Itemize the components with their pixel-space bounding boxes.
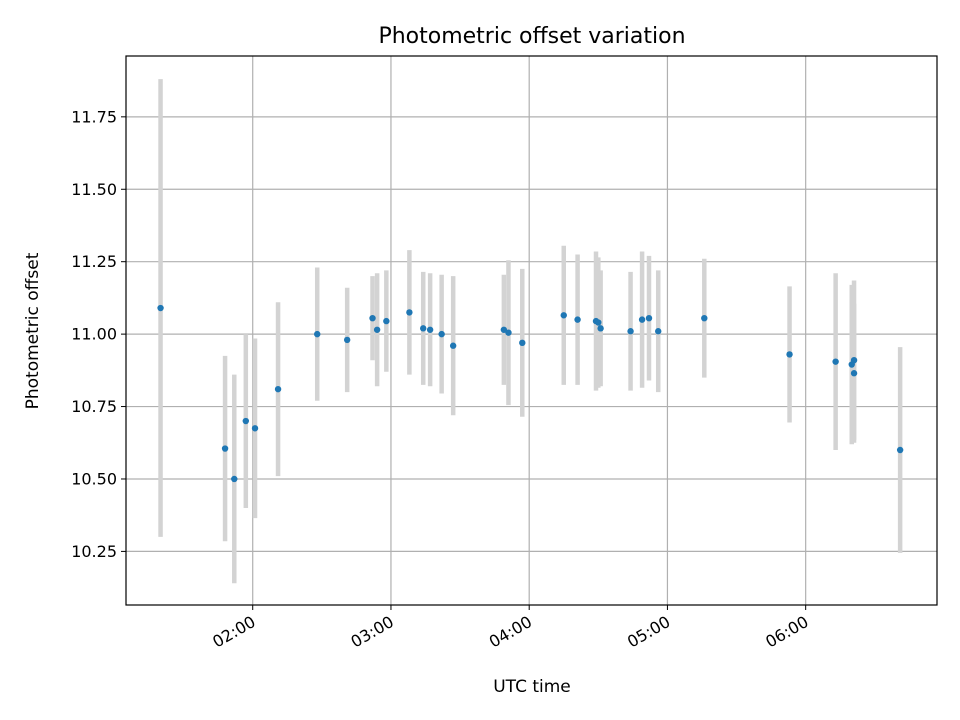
data-point [242, 417, 250, 425]
data-point [701, 314, 708, 322]
data-point [369, 314, 376, 322]
data-point [221, 445, 229, 452]
plot-frame [125, 55, 938, 606]
data-point [157, 304, 164, 312]
data-point [832, 358, 839, 365]
x-tick-label: 04:00 [486, 612, 535, 652]
data-point [231, 475, 238, 483]
data-point [274, 385, 282, 393]
data-point [449, 342, 457, 349]
data-point [505, 329, 512, 336]
y-tick-label: 10.25 [71, 542, 117, 561]
x-tick-label: 02:00 [209, 612, 258, 652]
data-point [251, 425, 259, 432]
x-tick-label: 05:00 [624, 612, 673, 652]
data-point [638, 316, 646, 323]
y-tick-label: 10.50 [71, 469, 117, 488]
y-tick-label: 10.75 [71, 397, 117, 416]
data-point [426, 326, 434, 333]
data-point [645, 314, 653, 322]
data-point [500, 326, 508, 333]
y-tick-label: 11.25 [71, 252, 117, 271]
data-point [786, 351, 793, 358]
data-point [560, 312, 567, 319]
data-point [383, 317, 390, 325]
data-point [519, 339, 526, 347]
x-tick-label: 06:00 [762, 612, 811, 652]
y-tick-label: 11.50 [71, 180, 117, 199]
chart-title: Photometric offset variation [378, 24, 685, 49]
y-tick-label: 11.00 [71, 325, 117, 344]
data-point [595, 319, 602, 326]
data-point [406, 309, 413, 316]
y-tick-label: 11.75 [71, 107, 117, 126]
data-point [438, 330, 445, 338]
data-point [597, 325, 604, 332]
grid-lines [126, 56, 937, 605]
data-point [850, 370, 858, 377]
data-point [627, 328, 634, 335]
data-point [314, 330, 321, 338]
data-point [896, 446, 904, 454]
data-point [655, 328, 662, 335]
data-point [850, 356, 858, 364]
data-point [574, 316, 581, 323]
data-point [373, 326, 381, 333]
x-tick-label: 03:00 [348, 612, 397, 652]
data-point [420, 325, 427, 332]
error-bars [158, 79, 903, 584]
data-point [343, 336, 351, 344]
data-points [157, 304, 904, 483]
y-axis-label: Photometric offset [23, 252, 43, 409]
x-axis-label: UTC time [493, 677, 571, 697]
